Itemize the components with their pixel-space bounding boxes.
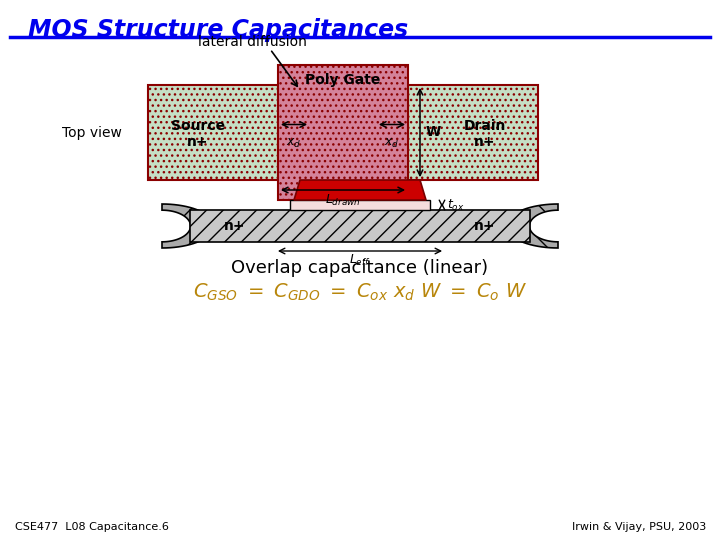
Text: lateral diffusion: lateral diffusion (197, 35, 307, 49)
Text: Irwin & Vijay, PSU, 2003: Irwin & Vijay, PSU, 2003 (572, 522, 706, 532)
Bar (408, 85, 538, 180)
Polygon shape (506, 204, 558, 248)
Text: n+: n+ (474, 219, 496, 233)
Text: $x_d$: $x_d$ (384, 137, 400, 150)
Text: W: W (426, 125, 441, 139)
Text: Drain: Drain (464, 118, 506, 132)
Text: MOS Structure Capacitances: MOS Structure Capacitances (28, 18, 408, 42)
Bar (278, 65, 408, 200)
Text: n+: n+ (474, 134, 496, 149)
Text: $L_{eff}$: $L_{eff}$ (349, 253, 371, 268)
Text: $L_{drawn}$: $L_{drawn}$ (325, 193, 361, 208)
Text: Poly Gate: Poly Gate (305, 73, 381, 87)
Bar (290, 200, 430, 210)
Polygon shape (294, 180, 426, 200)
Text: $x_d$: $x_d$ (287, 137, 302, 150)
Text: n+: n+ (187, 134, 209, 149)
Text: $C_{GSO}\ =\ C_{GDO}\ =\ C_{ox}\ x_d\ W\ =\ C_o\ W$: $C_{GSO}\ =\ C_{GDO}\ =\ C_{ox}\ x_d\ W\… (193, 281, 527, 302)
Polygon shape (162, 204, 214, 248)
Text: Overlap capacitance (linear): Overlap capacitance (linear) (231, 259, 489, 277)
Bar (148, 85, 278, 180)
Bar (190, 210, 530, 242)
Text: Top view: Top view (62, 125, 122, 139)
Text: CSE477  L08 Capacitance.6: CSE477 L08 Capacitance.6 (15, 522, 169, 532)
Text: n+: n+ (224, 219, 246, 233)
Text: $t_{ox}$: $t_{ox}$ (447, 198, 464, 213)
Text: Source: Source (171, 118, 225, 132)
